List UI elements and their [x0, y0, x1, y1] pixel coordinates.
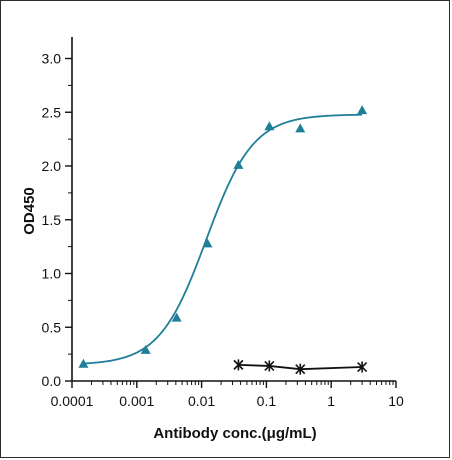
- x-axis-label: Antibody conc.(μg/mL): [153, 425, 316, 442]
- triangle-point: [357, 105, 368, 115]
- star-point: [233, 359, 244, 371]
- triangle-point: [171, 312, 182, 322]
- y-tick-label: 2.5: [42, 104, 62, 120]
- y-axis-label: OD450: [21, 187, 38, 235]
- y-tick-label: 0.5: [42, 319, 62, 335]
- x-tick-label: 1: [327, 393, 335, 409]
- triangle-point: [264, 121, 275, 131]
- triangle-point: [140, 344, 151, 354]
- fit-curve: [83, 113, 363, 365]
- triangle-point: [295, 123, 306, 133]
- y-tick-label: 3.0: [42, 51, 62, 67]
- x-tick-label: 0.001: [119, 393, 154, 409]
- y-tick-label: 0.0: [42, 373, 62, 389]
- control-line: [238, 363, 363, 371]
- axes: 0.0001 0.001 0.01 0.1 1 10 0.0 0.5 1.0 1.5 2.0 2.5 3…: [42, 37, 404, 409]
- x-tick-label: 0.01: [188, 393, 215, 409]
- y-tick-label: 1.5: [42, 212, 62, 228]
- triangle-point: [202, 238, 213, 248]
- y-tick-label: 1.0: [42, 266, 62, 282]
- y-tick-label: 2.0: [42, 158, 62, 174]
- x-tick-label: 0.0001: [51, 393, 94, 409]
- star-point: [264, 360, 275, 372]
- star-point: [295, 363, 306, 375]
- x-tick-label: 0.1: [257, 393, 277, 409]
- x-tick-label: 10: [388, 393, 404, 409]
- triangle-point: [78, 358, 89, 368]
- triangle-point: [233, 159, 244, 169]
- star-point: [357, 361, 368, 373]
- series-layer: [78, 105, 368, 375]
